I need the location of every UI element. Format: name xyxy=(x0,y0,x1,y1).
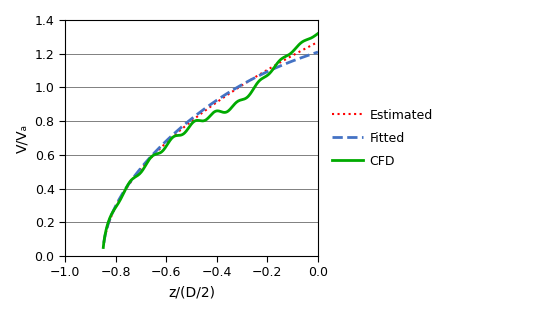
Fitted xyxy=(111,206,118,210)
Line: CFD: CFD xyxy=(103,34,318,247)
Estimated xyxy=(315,40,321,44)
Legend: Estimated, Fitted, CFD: Estimated, Fitted, CFD xyxy=(327,104,438,172)
Fitted xyxy=(304,54,310,57)
CFD xyxy=(234,100,241,103)
Estimated xyxy=(107,217,114,221)
Fitted xyxy=(156,146,162,150)
Estimated xyxy=(138,166,145,170)
Line: Estimated: Estimated xyxy=(104,42,318,244)
Y-axis label: V/Vₐ: V/Vₐ xyxy=(15,123,29,153)
Estimated xyxy=(111,207,118,211)
Estimated xyxy=(304,46,310,50)
Line: Fitted: Fitted xyxy=(104,52,318,243)
Fitted xyxy=(138,165,145,169)
Fitted xyxy=(315,50,321,54)
Fitted xyxy=(296,57,303,60)
CFD xyxy=(254,81,261,84)
CFD xyxy=(169,136,176,140)
X-axis label: z/(D/2): z/(D/2) xyxy=(168,285,215,299)
Estimated xyxy=(156,148,162,151)
Estimated xyxy=(296,50,303,54)
CFD xyxy=(124,183,131,187)
CFD xyxy=(315,32,321,35)
CFD xyxy=(184,128,191,132)
CFD xyxy=(255,79,262,83)
Fitted xyxy=(107,216,114,220)
